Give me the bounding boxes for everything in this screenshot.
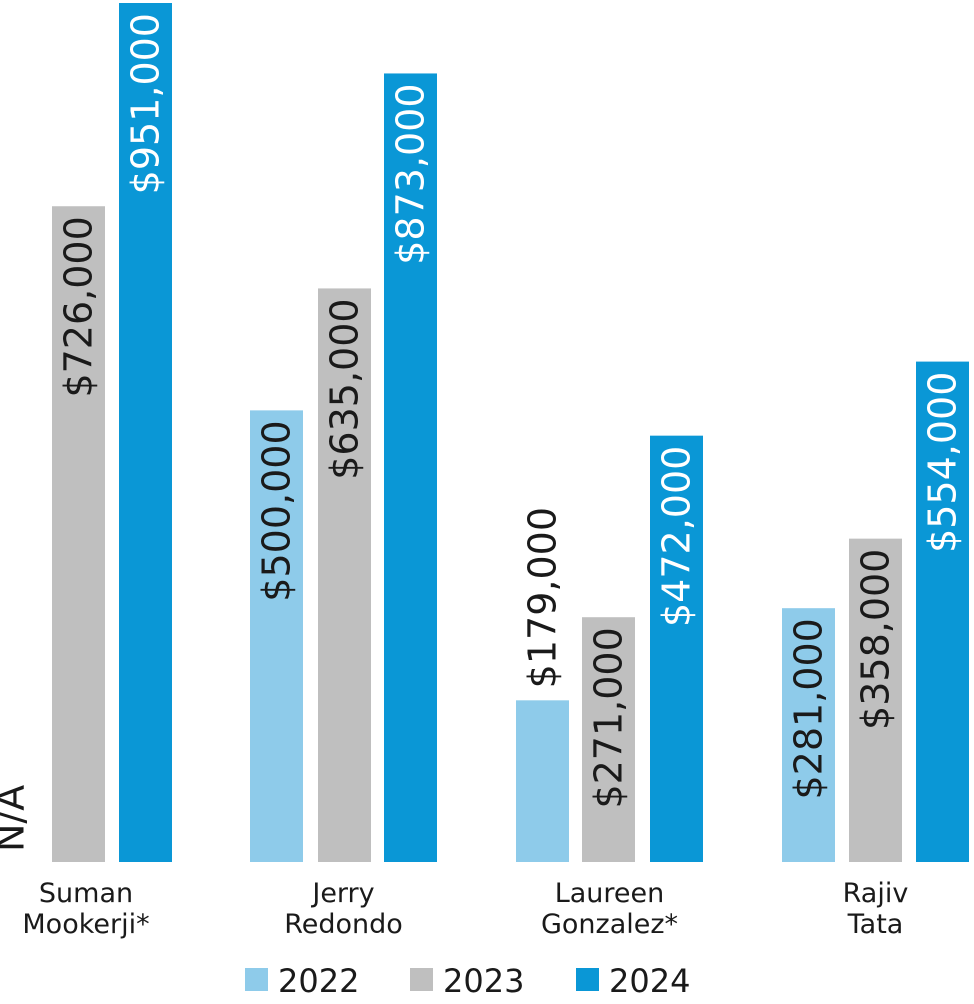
value-label-2022-group-0: N/A <box>0 785 33 852</box>
category-label-group-0: Suman Mookerji* <box>22 878 149 940</box>
bar-2022-group-1 <box>250 410 303 862</box>
value-label-2024-group-0: $951,000 <box>124 13 168 194</box>
bar-2024-group-3 <box>916 361 969 862</box>
legend-label-2024: 2024 <box>609 962 690 1000</box>
bar-2022-group-3 <box>782 608 835 862</box>
value-label-2022-group-1: $500,000 <box>255 420 299 601</box>
category-label-line: Gonzalez* <box>541 909 678 940</box>
category-label-group-3: Rajiv Tata <box>843 878 909 940</box>
bar-2022-group-2 <box>516 700 569 862</box>
category-label-line: Laureen <box>555 878 665 909</box>
category-label-group-1: Jerry Redondo <box>284 878 403 940</box>
value-label-2024-group-1: $873,000 <box>389 83 433 264</box>
category-label-group-2: Laureen Gonzalez* <box>541 878 678 940</box>
value-label-2023-group-1: $635,000 <box>323 298 367 479</box>
legend-label-2022: 2022 <box>278 962 359 1000</box>
category-label-line: Rajiv <box>843 878 909 909</box>
value-label-2023-group-0: $726,000 <box>57 216 101 397</box>
category-labels-layer: Suman Mookerji* Jerry Redondo Laureen Gonzale… <box>22 878 908 940</box>
value-labels-layer: N/A $726,000 $951,000 $500,000 $635,000 $873,… <box>0 13 965 852</box>
bar-2024-group-0 <box>119 3 172 862</box>
category-label-line: Redondo <box>284 909 403 940</box>
legend-swatch-2024 <box>576 968 599 991</box>
category-label-line: Suman <box>39 878 133 909</box>
value-label-2022-group-2: $179,000 <box>521 507 565 688</box>
bar-2023-group-3 <box>849 538 902 862</box>
value-label-2023-group-2: $271,000 <box>587 627 631 808</box>
bar-2023-group-0 <box>52 206 105 862</box>
bar-2023-group-2 <box>582 617 635 862</box>
bar-2024-group-1 <box>384 73 437 862</box>
bars-layer <box>52 3 969 863</box>
value-label-2022-group-3: $281,000 <box>787 618 831 799</box>
value-label-2023-group-3: $358,000 <box>854 549 898 730</box>
value-label-2024-group-3: $554,000 <box>921 372 965 553</box>
bar-2023-group-1 <box>318 288 371 863</box>
category-label-line: Tata <box>847 909 904 940</box>
legend-swatch-2023 <box>410 968 433 991</box>
category-label-line: Jerry <box>310 878 374 909</box>
value-label-2024-group-2: $472,000 <box>655 446 699 627</box>
legend-label-2023: 2023 <box>443 962 524 1000</box>
legend-swatch-2022 <box>245 968 268 991</box>
legend: 2022 2023 2024 <box>245 962 690 1000</box>
bar-2024-group-2 <box>650 435 703 862</box>
category-label-line: Mookerji* <box>22 909 149 940</box>
